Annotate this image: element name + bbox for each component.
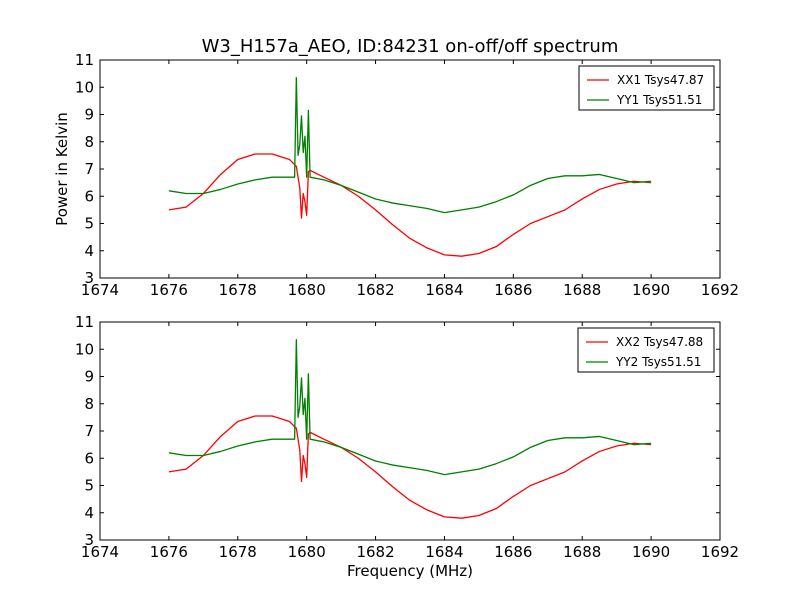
legend-label: YY2 Tsys51.51: [615, 355, 701, 369]
x-tick-label: 1678: [219, 281, 257, 299]
legend-box: [577, 327, 715, 373]
x-tick-label: 1686: [494, 281, 532, 299]
x-tick-label: 1688: [563, 543, 601, 561]
y-tick-label: 10: [75, 78, 94, 96]
x-tick-label: 1678: [219, 543, 257, 561]
y-tick-label: 8: [84, 395, 94, 413]
y-tick-label: 8: [84, 133, 94, 151]
x-tick-label: 1680: [288, 543, 326, 561]
x-tick-label: 1690: [632, 281, 670, 299]
y-tick-label: 5: [84, 477, 94, 495]
legend-label: XX1 Tsys47.87: [617, 73, 704, 87]
y-tick-label: 11: [75, 313, 94, 331]
y-tick-label: 6: [84, 187, 94, 205]
series-line-1: [168, 153, 652, 257]
x-tick-label: 1692: [701, 281, 739, 299]
legend-label: XX2 Tsys47.88: [616, 335, 703, 349]
y-tick-label: 5: [84, 215, 94, 233]
y-tick-label: 9: [84, 106, 94, 124]
x-tick-label: 1682: [356, 543, 394, 561]
legend-label: YY1 Tsys51.51: [616, 93, 702, 107]
x-tick-label: 1684: [425, 543, 463, 561]
y-tick-label: 3: [84, 531, 94, 549]
plot-panel-1: W3_H157a_AEO, ID:84231 on-off/off spectr…: [53, 36, 739, 299]
legend-box: [578, 65, 715, 111]
x-tick-label: 1676: [150, 543, 188, 561]
y-tick-label: 10: [75, 340, 94, 358]
y-tick-label: 9: [84, 368, 94, 386]
legend: XX1 Tsys47.87 YY1 Tsys51.51: [578, 65, 715, 111]
x-tick-label: 1692: [701, 543, 739, 561]
x-tick-label: 1684: [425, 281, 463, 299]
x-axis-title: Frequency (MHz): [347, 562, 473, 580]
y-tick-label: 3: [84, 269, 94, 287]
y-tick-label: 7: [84, 422, 94, 440]
y-tick-label: 11: [75, 51, 94, 69]
x-tick-label: 1686: [494, 543, 532, 561]
x-tick-label: 1676: [150, 281, 188, 299]
x-tick-label: 1680: [288, 281, 326, 299]
y-tick-label: 7: [84, 160, 94, 178]
series-line-2: [168, 339, 652, 476]
x-tick-label: 1682: [356, 281, 394, 299]
series-line-2: [168, 77, 652, 214]
x-tick-label: 1688: [563, 281, 601, 299]
y-tick-label: 4: [84, 242, 94, 260]
x-tick-label: 1674: [81, 543, 119, 561]
y-tick-label: 4: [84, 504, 94, 522]
plot-panel-2: 1674 1676 1678 1680 1682 1684 1686 1688 1690 1692…: [75, 313, 739, 580]
x-tick-label: 1690: [632, 543, 670, 561]
y-tick-label: 6: [84, 449, 94, 467]
series-line-1: [168, 415, 652, 519]
x-tick-label: 1674: [81, 281, 119, 299]
y-axis-title: Power in Kelvin: [53, 112, 71, 226]
chart-title: W3_H157a_AEO, ID:84231 on-off/off spectr…: [202, 36, 619, 57]
legend: XX2 Tsys47.88 YY2 Tsys51.51: [577, 327, 715, 373]
